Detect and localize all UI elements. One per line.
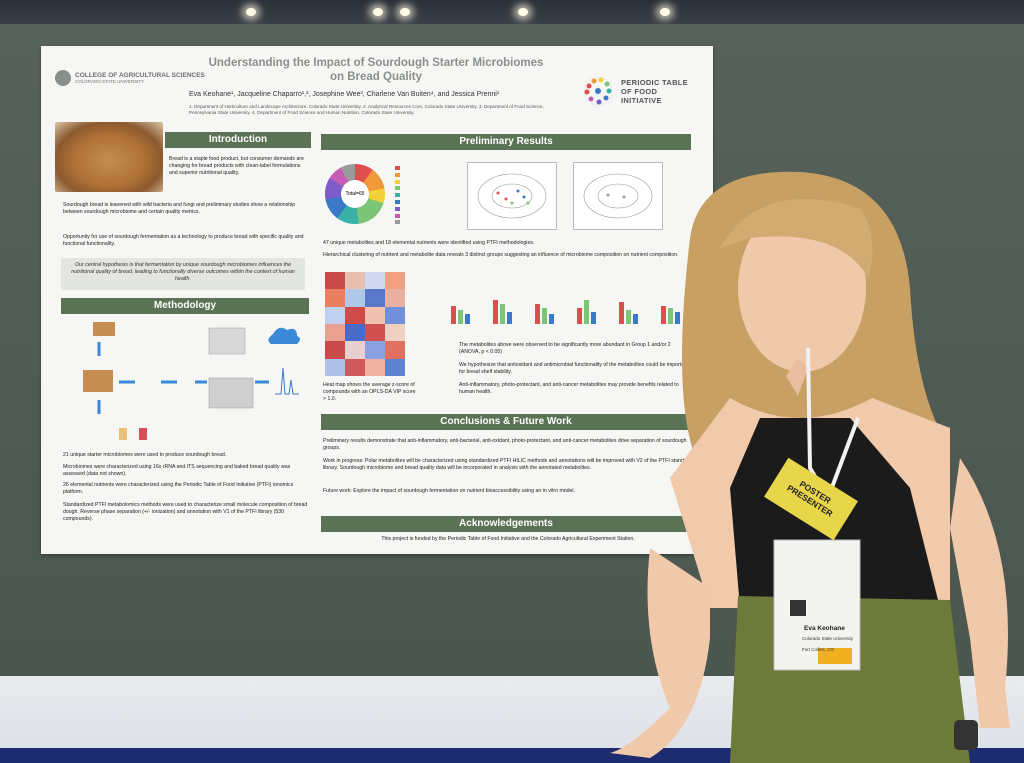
boxplot-note: The metabolites above were observed to b… [459,342,671,355]
donut-legend [395,166,455,227]
csu-ram-icon [55,70,71,86]
results-point: 47 unique metabolites and 18 elemental n… [323,240,535,246]
method-point: 26 elemental nutrients were characterize… [63,482,294,495]
intro-point: Opportunity for use of sourdough ferment… [63,234,304,247]
pca-plot-2 [573,162,663,230]
intro-point: Bread is a staple food product, but cons… [169,156,304,176]
ptfi-logo: PERIODIC TABLE OF FOOD INITIATIVE [581,74,691,108]
conclusion-point: Preliminary results demonstrate that ant… [323,438,687,451]
boxplot-note: Anti-inflammatory, photo-protectant, and… [459,382,679,395]
ceiling-light [246,8,256,16]
ceiling-light [373,8,383,16]
csu-logo: COLLEGE OF AGRICULTURAL SCIENCES COLORAD… [55,70,205,86]
conclusion-point: Work in progress: Polar metabolites will… [323,458,692,471]
csu-sub: COLORADO STATE UNIVERSITY [75,79,145,84]
metabolite-boxplots [451,300,680,324]
badge-name: Eva Keohane [804,625,845,632]
acknowledgement-text: This project is funded by the Periodic T… [381,536,635,542]
ceiling-light [400,8,410,16]
donut-total: Total=65 [341,180,369,208]
poster-authors: Eva Keohane¹, Jacqueline Chaparro¹,², Jo… [189,91,500,98]
method-point: 21 unique starter microbiomes were used … [63,452,227,458]
ptfi-name: PERIODIC TABLE OF FOOD INITIATIVE [621,77,688,105]
methodology-diagram [83,322,300,440]
methodology-heading: Methodology [61,298,309,314]
research-poster: COLLEGE OF AGRICULTURAL SCIENCES COLORAD… [41,46,713,554]
badge-city: Fort Collins, CO [802,647,835,652]
heatmap [325,272,405,376]
conclusion-point: Future work: Explore the impact of sourd… [323,488,576,494]
results-heading: Preliminary Results [321,134,691,150]
boxplot-note: We hypothesize that antioxidant and anti… [459,362,689,375]
bread-photo [55,122,163,192]
method-point: Microbiomes were characterized using 16s… [63,464,291,477]
csu-name: COLLEGE OF AGRICULTURAL SCIENCES [75,72,205,79]
name-badge: Eva Keohane Colorado State University Fo… [798,583,862,683]
ceiling-light [518,8,528,16]
poster-title: Understanding the Impact of Sourdough St… [208,57,544,83]
poster-affiliations: 1. Department of Horticulture and Landsc… [189,104,544,115]
conclusions-heading: Conclusions & Future Work [321,414,691,430]
intro-heading: Introduction [165,132,311,148]
badge-org: Colorado State University [802,636,854,641]
ptfi-dots-icon [583,76,613,106]
ceiling [0,0,1024,24]
presenter-person [610,171,1010,763]
hypothesis-box: Our central hypothesis is that fermentat… [61,258,305,290]
intro-point: Sourdough bread is leavened with wild ba… [63,202,296,215]
pca-plot-1 [467,162,557,230]
heatmap-caption: Heat map shows the average z-score of co… [323,382,416,402]
acknowledgements-heading: Acknowledgements [321,516,691,532]
results-point: Hierarchical clustering of nutrient and … [323,252,679,258]
ceiling-light [660,8,670,16]
method-point: Standardized PTFI metabolomics methods w… [63,502,308,522]
